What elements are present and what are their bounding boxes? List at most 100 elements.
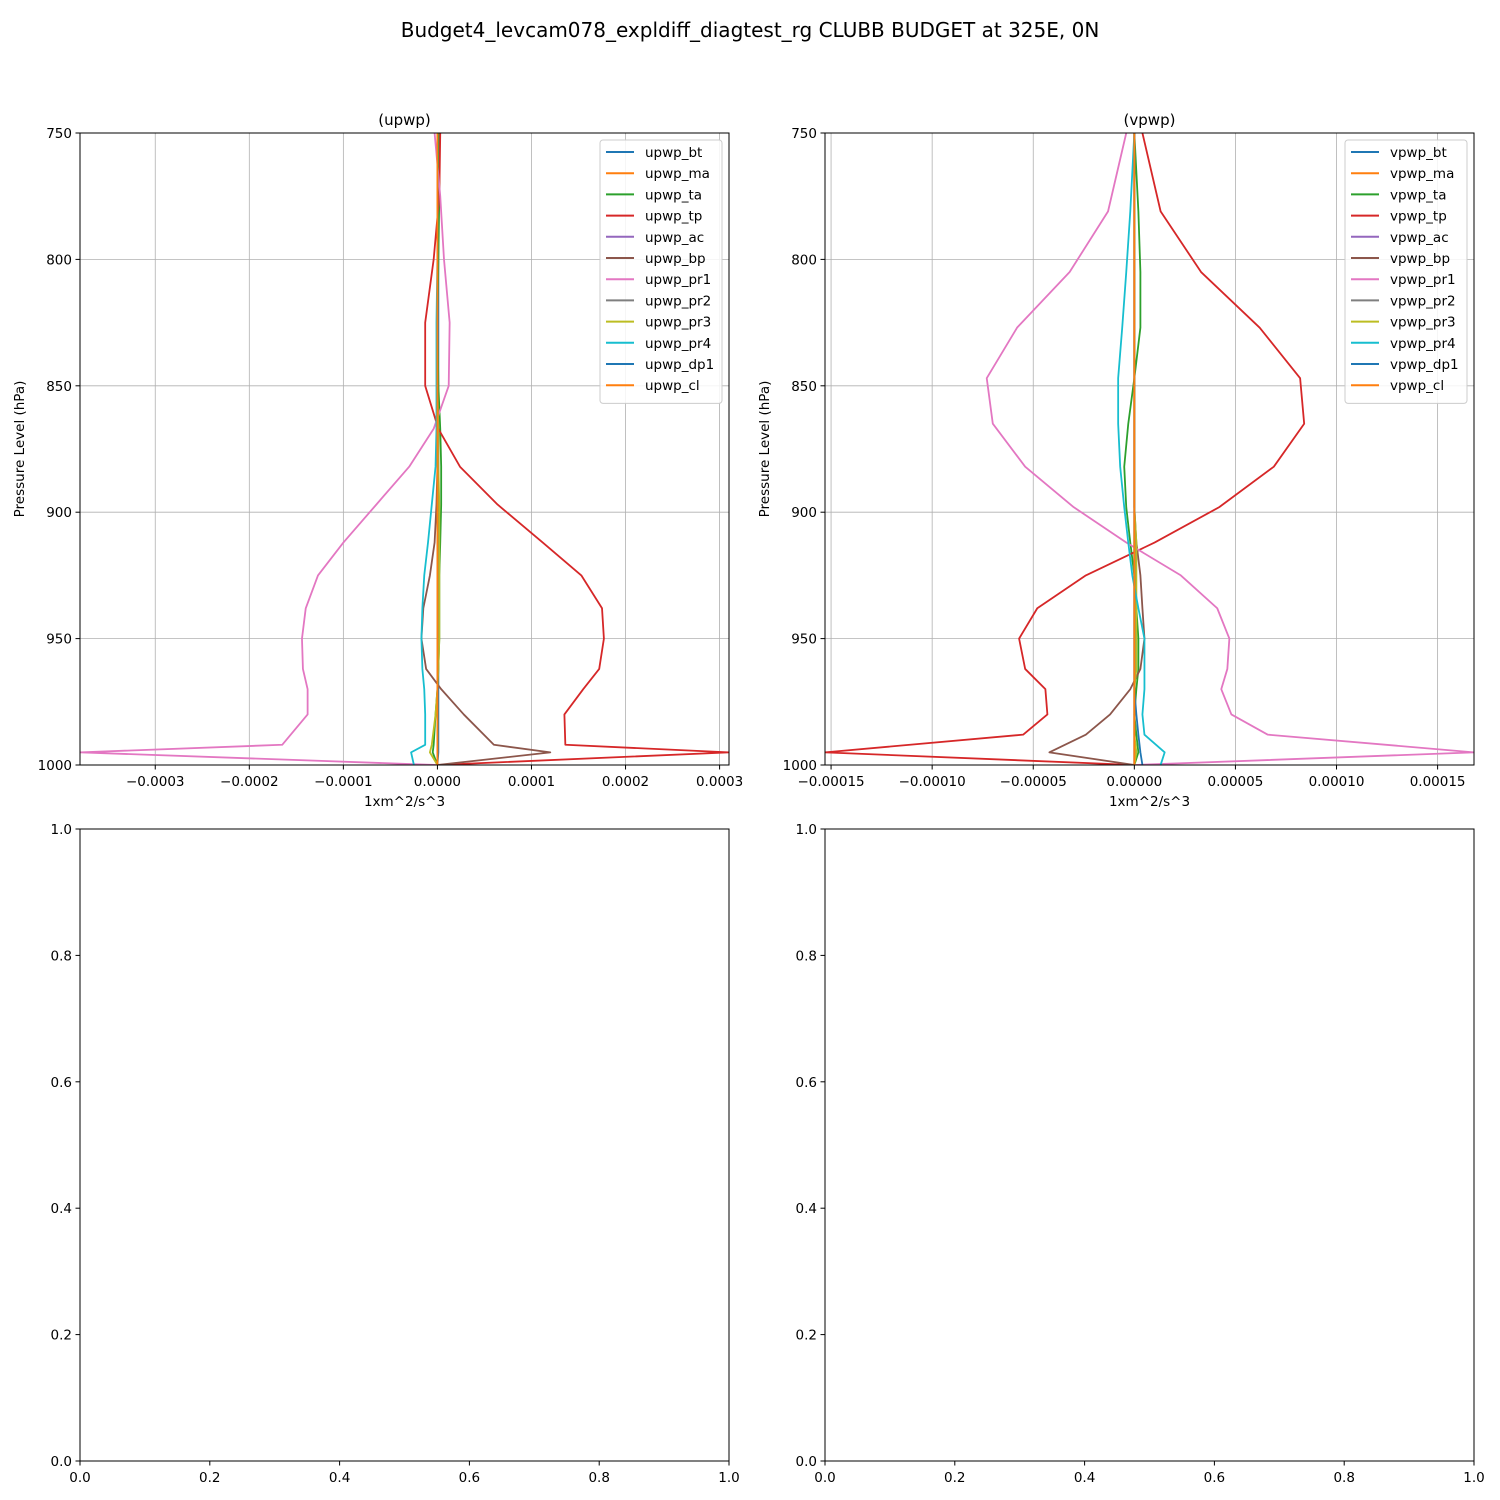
legend-label: vpwp_pr1 [1390,272,1456,288]
x-tick-label: 0.6 [459,1470,480,1486]
y-tick-label: 800 [46,252,72,268]
x-tick-label: 1.0 [718,1470,739,1486]
x-tick-label: 0.00015 [1410,774,1466,790]
y-tick-label: 0.0 [51,1454,72,1470]
chart-panel-2: 0.0 0.2 0.4 0.6 0.8 1.0 0.0 0.2 0.4 0.6 0.8 1.0 [51,822,740,1486]
x-tick-label: 0.8 [588,1470,609,1486]
y-tick-label: 0.8 [796,948,817,964]
x-tick-label: −0.0003 [126,774,185,790]
legend-label: upwp_ma [645,166,710,182]
legend-label: upwp_pr3 [645,315,711,331]
panels: −0.0003 −0.0002 −0.0001 0.0000 0.0001 0.0002 0… [12,111,1485,1486]
y-axis-label: Pressure Level (hPa) [12,381,28,518]
y-tick-label: 0.8 [51,948,72,964]
x-tick-label: 0.0003 [696,774,743,790]
y-tick-label: 900 [791,505,817,521]
y-tick-label: 1000 [783,758,817,774]
x-tick-label: 0.8 [1333,1470,1354,1486]
y-tick-label: 0.4 [796,1201,817,1217]
y-tick-label: 0.6 [796,1075,817,1091]
chart-panel-3: 0.0 0.2 0.4 0.6 0.8 1.0 0.0 0.2 0.4 0.6 0.8 1.0 [796,822,1485,1486]
legend-box [1344,139,1468,404]
axes-frame [79,132,730,766]
series-line-upwp_pr1 [80,133,451,765]
series-group [825,133,1474,765]
legend-label: upwp_bt [645,145,702,161]
y-tick-label: 1.0 [51,822,72,838]
series-line-vpwp_tp [825,133,1306,765]
axes-frame [824,828,1475,1462]
legend: upwp_bt upwp_ma upwp_ta upwp_tp upwp_ac upwp_… [599,139,723,404]
y-axis-label: Pressure Level (hPa) [757,381,773,518]
y-tick-label: 800 [791,252,817,268]
x-tick-label: −0.00010 [899,774,966,790]
y-tick-label: 750 [791,126,817,142]
x-tick-label: 0.0000 [414,774,461,790]
legend-label: vpwp_pr4 [1390,336,1456,352]
y-tick-label: 750 [46,126,72,142]
legend-label: upwp_bp [645,251,706,267]
x-tick-label: 0.2 [199,1470,220,1486]
legend-label: upwp_cl [645,378,700,394]
x-tick-label: 0.4 [329,1470,350,1486]
legend-label: vpwp_pr3 [1390,315,1456,331]
x-tick-label: 0.4 [1074,1470,1095,1486]
x-tick-label: 0.0 [814,1470,835,1486]
y-tick-label: 0.4 [51,1201,72,1217]
legend-label: upwp_dp1 [645,357,714,373]
x-tick-label: −0.0002 [220,774,279,790]
legend-label: vpwp_ac [1390,230,1449,246]
y-tick-label: 850 [46,379,72,395]
legend-label: upwp_ac [645,230,704,246]
y-tick-label: 0.2 [796,1328,817,1344]
y-tick-label: 950 [791,632,817,648]
legend-label: upwp_pr1 [645,272,711,288]
legend-label: upwp_ta [645,187,702,203]
series-group [80,133,729,765]
legend-label: vpwp_bt [1390,145,1447,161]
legend-label: upwp_pr2 [645,293,711,309]
chart-panel-1: −0.00015 −0.00010 −0.00005 0.00000 0.00005 0.… [757,111,1475,810]
y-tick-label: 1.0 [796,822,817,838]
x-tick-label: 0.6 [1204,1470,1225,1486]
x-tick-label: 0.0001 [508,774,555,790]
axes-frame [824,132,1475,766]
legend: vpwp_bt vpwp_ma vpwp_ta vpwp_tp vpwp_ac vpwp_… [1344,139,1468,404]
legend-label: upwp_pr4 [645,336,711,352]
series-line-vpwp_pr4 [1117,133,1166,765]
x-tick-label: 0.2 [944,1470,965,1486]
legend-label: vpwp_tp [1390,209,1447,225]
y-tick-label: 900 [46,505,72,521]
y-tick-label: 0.6 [51,1075,72,1091]
legend-label: vpwp_dp1 [1390,357,1459,373]
y-tick-label: 1000 [38,758,72,774]
legend-label: vpwp_cl [1390,378,1444,394]
x-tick-label: 0.00010 [1309,774,1365,790]
series-line-vpwp_ta [1123,133,1142,765]
x-axis-label: 1xm^2/s^3 [1109,794,1190,810]
legend-label: vpwp_pr2 [1390,293,1456,309]
chart-panel-0: −0.0003 −0.0002 −0.0001 0.0000 0.0001 0.0002 0… [12,111,743,810]
figure-title: Budget4_levcam078_expldiff_diagtest_rg C… [401,18,1100,42]
series-line-upwp_pr4 [410,133,439,765]
x-tick-label: 0.0 [69,1470,90,1486]
legend-label: vpwp_ta [1390,187,1447,203]
y-tick-label: 850 [791,379,817,395]
axes-frame [79,828,730,1462]
chart-title: (upwp) [378,111,431,129]
series-line-vpwp_pr1 [985,133,1474,765]
legend-box [599,139,723,404]
x-tick-label: −0.00015 [797,774,864,790]
legend-label: vpwp_ma [1390,166,1454,182]
y-tick-label: 0.2 [51,1328,72,1344]
x-tick-label: 1.0 [1463,1470,1484,1486]
x-tick-label: 0.0002 [602,774,649,790]
legend-label: vpwp_bp [1390,251,1450,267]
x-tick-label: 0.00005 [1208,774,1264,790]
y-tick-label: 0.0 [796,1454,817,1470]
series-line-upwp_tp [424,133,729,765]
x-axis-label: 1xm^2/s^3 [364,794,445,810]
x-tick-label: −0.0001 [314,774,373,790]
x-tick-label: 0.00000 [1106,774,1162,790]
